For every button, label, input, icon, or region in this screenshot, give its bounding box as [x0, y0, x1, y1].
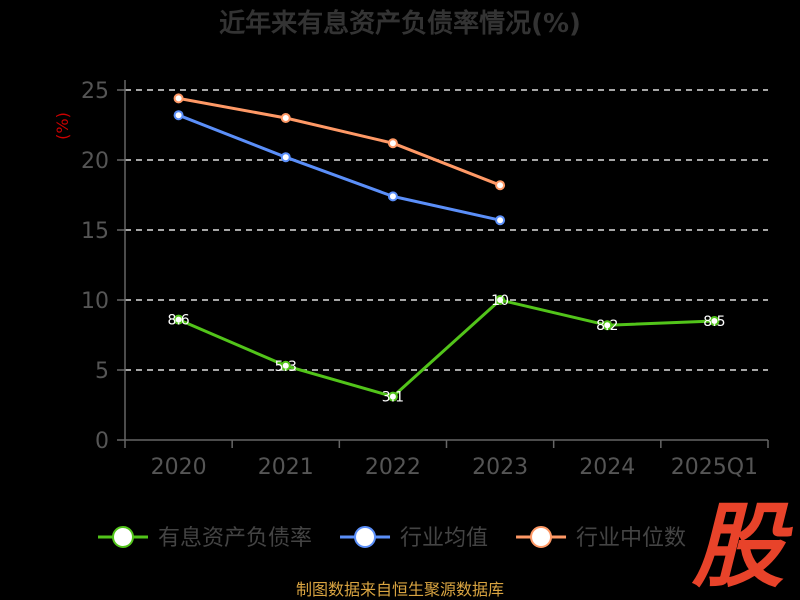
x-tick-label: 2022: [365, 455, 421, 480]
y-tick-label: 10: [81, 289, 109, 314]
data-point[interactable]: [280, 113, 291, 123]
data-point[interactable]: [495, 295, 506, 305]
y-tick-label: 15: [81, 219, 109, 244]
legend-circle-marker: [354, 526, 377, 548]
data-point[interactable]: [387, 138, 398, 149]
x-tick-label: 2025Q1: [671, 455, 758, 480]
x-tick-label: 2024: [579, 455, 635, 480]
legend-circle-marker: [112, 526, 134, 548]
series-line: [178, 113, 501, 222]
series-line: [178, 96, 501, 187]
data-point[interactable]: [173, 93, 184, 104]
data-point[interactable]: [280, 360, 291, 371]
legend-label: 行业均值: [400, 526, 488, 551]
x-tick-label: 2020: [151, 455, 207, 480]
data-source-note: 制图数据来自恒生聚源数据库: [296, 580, 504, 599]
y-tick-label: 5: [95, 359, 109, 384]
data-point[interactable]: [173, 110, 184, 121]
grid-lines: [125, 89, 768, 371]
legend-item[interactable]: 行业均值: [340, 526, 488, 551]
y-axis-unit-label: (%): [53, 112, 72, 140]
data-label: 8.6: [167, 313, 189, 329]
series-layer: 8.6 5.3 3.1 10 8.2 8.5: [167, 93, 726, 406]
data-point[interactable]: [387, 191, 398, 202]
axes: 0 5 10 15 20 25 2020 2021 2022 2023 2024 2025Q1: [81, 79, 769, 480]
data-point[interactable]: [387, 391, 398, 402]
data-label: 8.5: [703, 314, 725, 330]
data-label: 3.1: [382, 390, 404, 406]
data-point[interactable]: [173, 314, 184, 325]
legend-item[interactable]: 行业中位数: [516, 526, 686, 551]
data-point[interactable]: [495, 180, 506, 191]
brand-logo-watermark: 股: [691, 493, 793, 600]
series-group: 8.6 5.3 3.1 10 8.2 8.5: [167, 293, 725, 406]
x-tick-label: 2021: [258, 455, 314, 480]
chart-title: 近年来有息资产负债率情况(%): [219, 8, 581, 39]
y-tick-label: 0: [95, 429, 109, 454]
x-tick-label: 2023: [472, 455, 528, 480]
legend-item[interactable]: 有息资产负债率: [98, 526, 312, 551]
legend-label: 行业中位数: [576, 526, 686, 551]
data-label: 5.3: [275, 359, 297, 375]
data-point[interactable]: [602, 320, 613, 331]
data-label: 10: [491, 293, 509, 309]
series-group: [173, 93, 506, 191]
legend: 有息资产负债率 行业均值 行业中位数: [98, 526, 686, 551]
data-point[interactable]: [709, 316, 720, 326]
y-tick-label: 20: [81, 149, 109, 174]
y-tick-label: 25: [81, 79, 109, 104]
data-label: 8.2: [596, 318, 618, 334]
data-point[interactable]: [495, 215, 506, 226]
series-line: [177, 298, 715, 399]
legend-label: 有息资产负债率: [158, 526, 312, 551]
legend-circle-marker: [530, 526, 553, 548]
series-group: [173, 110, 506, 226]
data-point[interactable]: [280, 152, 291, 163]
